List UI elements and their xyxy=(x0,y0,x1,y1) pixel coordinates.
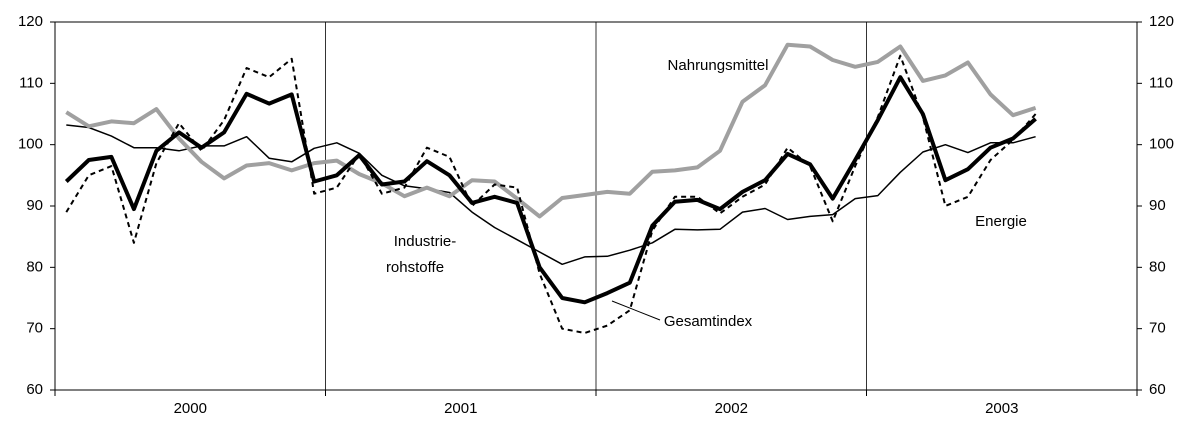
x-tick-label: 2000 xyxy=(174,400,207,417)
y2-tick-label: 120 xyxy=(1149,13,1174,30)
y2-tick-label: 60 xyxy=(1149,381,1166,398)
y-tick-label: 80 xyxy=(26,258,43,275)
y-tick-label: 70 xyxy=(26,320,43,337)
series-label: rohstoffe xyxy=(386,259,444,276)
series-label: Industrie- xyxy=(394,233,457,250)
y2-tick-label: 100 xyxy=(1149,136,1174,153)
series-label: Energie xyxy=(975,213,1027,230)
series-label: Nahrungsmittel xyxy=(668,57,769,74)
series-line xyxy=(65,42,1037,219)
x-tick-label: 2002 xyxy=(715,400,748,417)
leader-line xyxy=(611,300,661,321)
y-tick-label: 60 xyxy=(26,381,43,398)
x-tick-label: 2003 xyxy=(985,400,1018,417)
series-label: Gesamtindex xyxy=(664,313,753,330)
y-tick-label: 100 xyxy=(18,136,43,153)
y2-tick-label: 70 xyxy=(1149,320,1166,337)
series-line xyxy=(64,75,1037,305)
y2-tick-label: 110 xyxy=(1149,74,1173,91)
y-tick-label: 90 xyxy=(26,197,43,214)
y-tick-label: 120 xyxy=(18,13,43,30)
x-tick-label: 2001 xyxy=(444,400,477,417)
y2-tick-label: 80 xyxy=(1149,258,1166,275)
y2-tick-label: 90 xyxy=(1149,197,1166,214)
series-line xyxy=(66,124,1036,266)
y-tick-label: 110 xyxy=(19,74,43,91)
